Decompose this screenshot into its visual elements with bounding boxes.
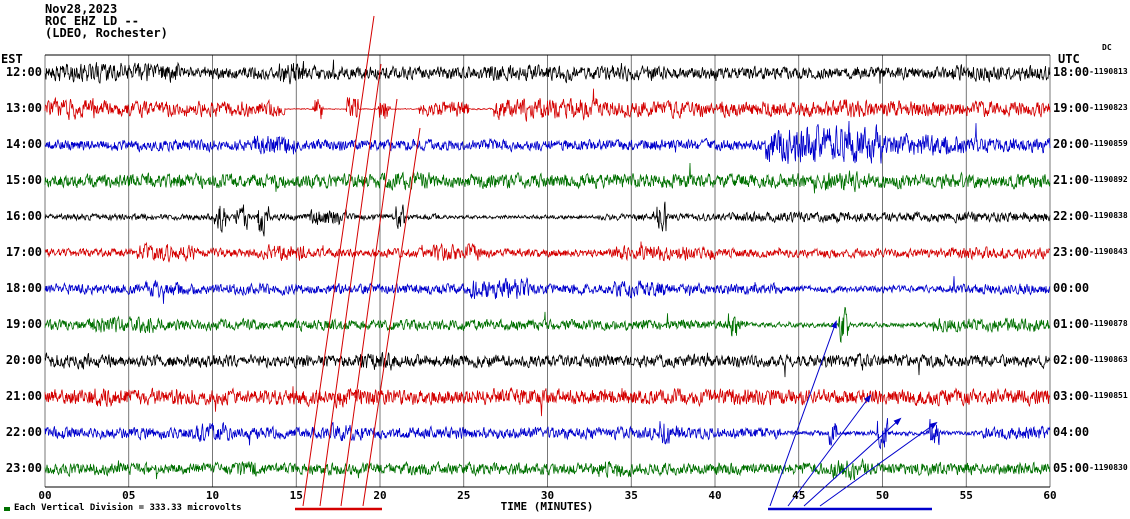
trace-12:00 bbox=[44, 59, 1051, 85]
utc-label-04:00: 04:00 bbox=[1053, 425, 1089, 439]
trace-21:00 bbox=[44, 386, 1051, 417]
dc-label: DC bbox=[1102, 43, 1112, 52]
event-marker-blue bbox=[768, 320, 938, 511]
est-label-14:00: 14:00 bbox=[5, 137, 42, 151]
utc-time: 03:00 bbox=[1053, 389, 1090, 403]
utc-label-01:00: 01:00-1190878 bbox=[1053, 317, 1128, 331]
x-tick-40: 40 bbox=[708, 489, 722, 502]
title-location: (LDEO, Rochester) bbox=[45, 26, 168, 40]
est-label-20:00: 20:00 bbox=[5, 353, 42, 367]
trace-14:00 bbox=[44, 120, 1051, 164]
trace-13:00 bbox=[44, 88, 1051, 122]
est-label-12:00: 12:00 bbox=[5, 65, 42, 79]
utc-label-19:00: 19:00-1190823 bbox=[1053, 101, 1128, 115]
x-tick-35: 35 bbox=[624, 489, 638, 502]
est-label-17:00: 17:00 bbox=[5, 245, 42, 259]
x-tick-50: 50 bbox=[875, 489, 890, 502]
utc-time: 05:00 bbox=[1053, 461, 1090, 475]
title-date: Nov28,2023 bbox=[45, 2, 118, 16]
scale-note: Each Vertical Division = 333.33 microvol… bbox=[14, 503, 242, 513]
utc-time: 23:00 bbox=[1053, 245, 1090, 259]
est-label-19:00: 19:00 bbox=[5, 317, 42, 331]
trace-15:00 bbox=[44, 162, 1051, 194]
utc-time: 18:00 bbox=[1053, 65, 1090, 79]
utc-time: 19:00 bbox=[1053, 101, 1090, 115]
scale-marker-icon bbox=[4, 507, 10, 511]
x-tick-60: 60 bbox=[1043, 489, 1057, 502]
left-axis-label: EST bbox=[1, 52, 23, 66]
x-tick-55: 55 bbox=[959, 489, 973, 502]
x-tick-30: 30 bbox=[540, 489, 555, 502]
event-marker-red bbox=[295, 15, 421, 511]
est-label-23:00: 23:00 bbox=[5, 461, 42, 475]
est-label-16:00: 16:00 bbox=[5, 209, 42, 223]
trace-23:00 bbox=[44, 457, 1051, 481]
x-tick-00: 00 bbox=[38, 489, 52, 502]
utc-time: 20:00 bbox=[1053, 137, 1090, 151]
title-station: ROC EHZ LD -- bbox=[45, 14, 139, 28]
utc-bias-value: -1190859 bbox=[1089, 139, 1128, 148]
utc-bias-value: -1190838 bbox=[1089, 211, 1128, 220]
utc-time: 22:00 bbox=[1053, 209, 1090, 223]
gridlines bbox=[44, 54, 1051, 488]
trace-19:00 bbox=[44, 306, 1051, 344]
utc-label-18:00: 18:00-1190813 bbox=[1053, 65, 1128, 79]
x-tick-05: 05 bbox=[122, 489, 136, 502]
trace-16:00 bbox=[44, 201, 1051, 237]
x-tick-15: 15 bbox=[289, 489, 303, 502]
x-tick-20: 20 bbox=[373, 489, 387, 502]
trace-22:00 bbox=[44, 417, 1051, 450]
utc-label-05:00: 05:00-1190830 bbox=[1053, 461, 1128, 475]
utc-bias-value: -1190878 bbox=[1089, 319, 1128, 328]
trace-20:00 bbox=[44, 351, 1051, 378]
utc-bias-value: -1190813 bbox=[1089, 67, 1128, 76]
est-label-18:00: 18:00 bbox=[5, 281, 42, 295]
utc-label-21:00: 21:00-1190892 bbox=[1053, 173, 1128, 187]
trace-17:00 bbox=[44, 241, 1051, 263]
utc-bias-value: -1190892 bbox=[1089, 175, 1128, 184]
x-tick-10: 10 bbox=[205, 489, 220, 502]
utc-label-03:00: 03:00-1190851 bbox=[1053, 389, 1128, 403]
utc-label-00:00: 00:00 bbox=[1053, 281, 1089, 295]
utc-bias-value: -1190843 bbox=[1089, 247, 1128, 256]
right-axis-label: UTC bbox=[1058, 52, 1080, 66]
utc-bias-value: -1190863 bbox=[1089, 355, 1128, 364]
utc-bias-value: -1190830 bbox=[1089, 463, 1128, 472]
x-axis-title: TIME (MINUTES) bbox=[500, 500, 594, 513]
est-label-21:00: 21:00 bbox=[5, 389, 42, 403]
x-tick-25: 25 bbox=[457, 489, 471, 502]
est-label-22:00: 22:00 bbox=[5, 425, 42, 439]
utc-bias-value: -1190851 bbox=[1089, 391, 1128, 400]
utc-time: 21:00 bbox=[1053, 173, 1090, 187]
utc-bias-value: -1190823 bbox=[1089, 103, 1128, 112]
utc-time: 00:00 bbox=[1053, 281, 1090, 295]
utc-label-23:00: 23:00-1190843 bbox=[1053, 245, 1128, 259]
utc-time: 04:00 bbox=[1053, 425, 1090, 439]
utc-label-20:00: 20:00-1190859 bbox=[1053, 137, 1128, 151]
trace-18:00 bbox=[44, 276, 1051, 304]
utc-label-22:00: 22:00-1190838 bbox=[1053, 209, 1128, 223]
est-label-15:00: 15:00 bbox=[5, 173, 42, 187]
est-label-13:00: 13:00 bbox=[5, 101, 42, 115]
x-tick-45: 45 bbox=[792, 489, 806, 502]
utc-label-02:00: 02:00-1190863 bbox=[1053, 353, 1128, 367]
utc-time: 02:00 bbox=[1053, 353, 1090, 367]
utc-time: 01:00 bbox=[1053, 317, 1090, 331]
